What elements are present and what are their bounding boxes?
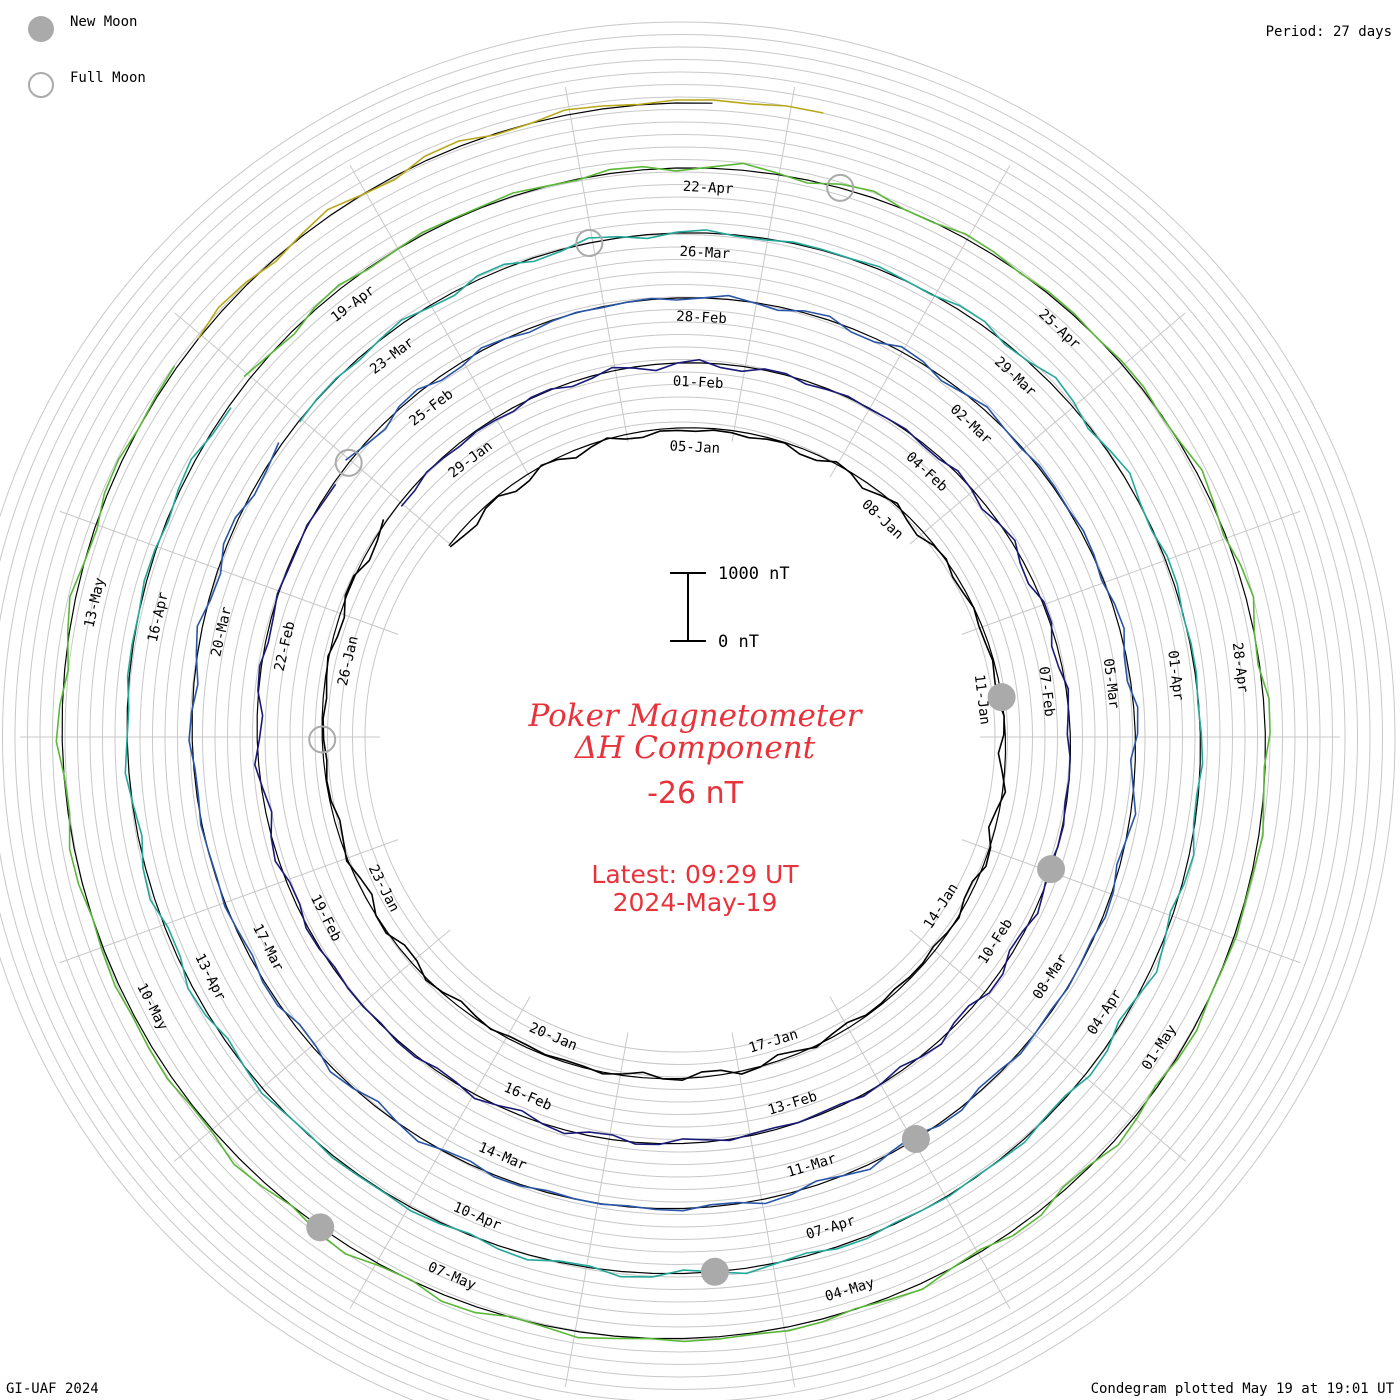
date-label: 01-Feb — [672, 374, 723, 393]
date-label: 07-May — [425, 1259, 478, 1293]
grid-spoke — [909, 929, 1186, 1162]
trace-turn-2 — [253, 358, 1071, 1146]
grid-ring — [0, 21, 1396, 1400]
date-label: 26-Mar — [679, 244, 730, 263]
date-label: 25-Apr — [1035, 306, 1083, 352]
date-label: 08-Mar — [1030, 951, 1071, 1002]
full-moon-label: Full Moon — [70, 70, 146, 86]
grid-spoke — [59, 839, 399, 964]
footer-credit: GI-UAF 2024 — [6, 1381, 99, 1397]
grid-spoke — [829, 996, 1011, 1309]
scale-bottom-label: 0 nT — [718, 632, 759, 652]
date-label: 04-Feb — [903, 449, 951, 495]
date-label: 07-Feb — [1035, 666, 1057, 718]
grid-spoke — [349, 165, 531, 478]
date-label: 16-Feb — [501, 1080, 554, 1114]
date-label: 13-May — [82, 576, 109, 629]
date-label: 04-May — [823, 1275, 876, 1305]
grid-spoke — [349, 996, 531, 1309]
period-label: Period: 27 days — [1265, 24, 1392, 40]
trace-turn-1 — [322, 429, 1007, 1082]
new-moon-marker — [901, 1125, 930, 1154]
grid-spoke — [564, 1032, 629, 1388]
date-label: 08-Jan — [858, 497, 906, 543]
baseline-spiral — [61, 102, 1266, 1340]
date-label: 14-Mar — [476, 1139, 529, 1173]
latest-date: 2024-May-19 — [612, 888, 778, 917]
full-moon-marker — [334, 448, 363, 477]
date-label: 11-Jan — [971, 674, 993, 726]
grid-ring — [14, 71, 1346, 1400]
trace-turn-6 — [197, 99, 824, 339]
moon-markers — [306, 173, 1066, 1286]
baseline-spiral-path — [61, 102, 1266, 1340]
grid-spoke — [731, 86, 796, 442]
date-label: 22-Apr — [682, 179, 733, 198]
full-moon-icon — [28, 72, 54, 98]
full-moon-marker — [308, 725, 337, 754]
date-label: 01-Apr — [1164, 650, 1186, 702]
scale-top-label: 1000 nT — [718, 564, 790, 584]
date-label: 22-Feb — [272, 620, 299, 673]
grid-spoke — [174, 312, 451, 545]
new-moon-marker — [1037, 855, 1066, 884]
footer-plot-time: Condegram plotted May 19 at 19:01 UT — [1090, 1381, 1394, 1397]
new-moon-icon — [28, 16, 54, 42]
grid-spokes — [20, 86, 1340, 1388]
grid-ring — [0, 34, 1383, 1400]
date-label: 28-Feb — [676, 309, 727, 328]
new-moon-marker — [700, 1257, 729, 1286]
chart-title: Poker Magnetometer — [528, 698, 862, 734]
full-moon-marker — [826, 173, 855, 202]
new-moon-label: New Moon — [70, 14, 138, 30]
grid-spoke — [829, 165, 1011, 478]
date-label: 16-Apr — [145, 591, 172, 644]
date-label: 29-Jan — [446, 438, 496, 481]
grid-ring — [0, 46, 1371, 1400]
new-moon-marker — [987, 683, 1016, 712]
data-traces — [55, 99, 1271, 1343]
latest-time: Latest: 09:29 UT — [591, 860, 799, 889]
trace-turn-5 — [55, 162, 1271, 1343]
date-label: 01-May — [1139, 1022, 1180, 1073]
date-label: 07-Apr — [804, 1213, 857, 1243]
date-label: 05-Jan — [669, 438, 720, 457]
grid-spoke — [59, 510, 399, 635]
date-label: 05-Mar — [1100, 658, 1122, 710]
grid-spoke — [961, 839, 1301, 964]
chart-subtitle: ΔH Component — [574, 730, 816, 766]
date-label: 11-Mar — [785, 1151, 838, 1181]
new-moon-marker — [306, 1213, 335, 1242]
scale-bar — [670, 572, 706, 642]
date-label: 10-Feb — [975, 916, 1016, 967]
date-label: 20-Mar — [208, 605, 235, 658]
trace-turn-4 — [124, 229, 1204, 1278]
current-value: -26 nT — [647, 776, 743, 811]
full-moon-marker — [575, 229, 604, 258]
grid-spoke — [564, 86, 629, 442]
date-label: 28-Apr — [1229, 642, 1251, 694]
trace-turn-3 — [188, 294, 1139, 1212]
grid-spoke — [961, 510, 1301, 635]
grid-ring — [2, 59, 1358, 1400]
date-label: 13-Feb — [766, 1089, 819, 1119]
date-label: 04-Apr — [1084, 987, 1125, 1038]
grid-spoke — [909, 312, 1186, 545]
